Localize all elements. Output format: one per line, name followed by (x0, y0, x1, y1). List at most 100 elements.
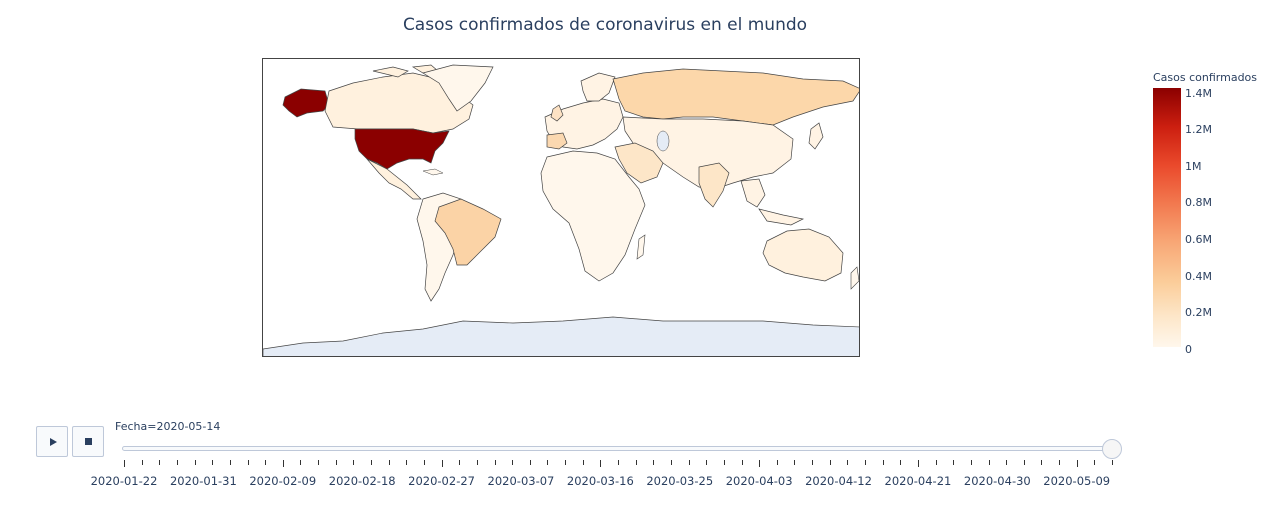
chart-title: Casos confirmados de coronavirus en el m… (402, 15, 808, 35)
slider-tick (565, 460, 567, 465)
slider-tick (635, 460, 637, 465)
slider-tick (935, 460, 937, 465)
region-australia[interactable] (762, 228, 844, 282)
slider-tick (494, 460, 496, 465)
slider-tick (176, 460, 178, 465)
play-icon (49, 437, 57, 446)
slider-tick (318, 460, 320, 465)
slider-tick (547, 460, 549, 465)
slider-current-value: Fecha=2020-05-14 (115, 420, 221, 433)
slider-tick-label[interactable]: 2020-04-30 (963, 474, 1031, 488)
region-antarctica[interactable] (263, 316, 860, 357)
slider-tick (353, 460, 355, 465)
slider-tick (829, 460, 831, 465)
slider-track[interactable] (122, 446, 1112, 451)
region-caribbean[interactable] (422, 168, 444, 176)
slider-tick (670, 460, 672, 465)
colorbar-tick: 0.4M (1185, 270, 1212, 283)
slider-tick-label[interactable]: 2020-01-31 (169, 474, 237, 488)
slider-tick-label[interactable]: 2020-05-09 (1043, 474, 1111, 488)
region-greenland[interactable] (422, 64, 494, 112)
slider-tick (212, 460, 214, 465)
region-united-kingdom[interactable] (550, 104, 564, 122)
slider-tick (688, 460, 690, 465)
slider-tick (441, 460, 443, 467)
slider-tick (865, 460, 866, 465)
slider-tick (459, 460, 461, 465)
slider-tick-label[interactable]: 2020-03-25 (646, 474, 714, 488)
slider-tick (970, 460, 972, 465)
play-button[interactable] (36, 426, 68, 457)
slider-tick (512, 460, 514, 465)
slider-tick (124, 460, 125, 467)
region-southeast-asia[interactable] (740, 178, 805, 226)
region-madagascar[interactable] (636, 234, 646, 260)
caspian-sea (656, 130, 670, 152)
colorbar-tick: 1.4M (1185, 87, 1212, 100)
slider-tick (476, 460, 478, 465)
slider-tick-label[interactable]: 2020-04-03 (725, 474, 793, 488)
slider-tick (847, 460, 849, 465)
slider-tick (388, 460, 390, 465)
region-india[interactable] (698, 162, 730, 208)
colorbar-tick: 1.2M (1185, 123, 1212, 136)
colorbar-tick: 0.6M (1185, 233, 1212, 246)
colorbar (1153, 88, 1181, 347)
slider-tick (423, 460, 425, 465)
region-alaska[interactable] (282, 88, 330, 118)
region-new-zealand[interactable] (850, 266, 859, 290)
slider-tick (706, 460, 708, 465)
slider-tick (759, 460, 761, 467)
slider-tick (247, 460, 249, 465)
slider-tick (141, 460, 143, 465)
slider-tick (371, 460, 372, 465)
slider-tick-label[interactable]: 2020-03-07 (487, 474, 555, 488)
slider-tick (900, 460, 902, 465)
slider-tick (300, 460, 302, 465)
slider-tick-label[interactable]: 2020-01-22 (90, 474, 158, 488)
region-africa[interactable] (540, 150, 646, 282)
slider-tick (953, 460, 955, 465)
slider-tick (794, 460, 796, 465)
slider-tick (1094, 460, 1096, 465)
colorbar-tick: 0.2M (1185, 306, 1212, 319)
slider-tick (159, 460, 161, 465)
slider-tick (882, 460, 884, 465)
slider-handle[interactable] (1102, 439, 1122, 459)
region-brazil[interactable] (434, 198, 502, 266)
region-middle-east[interactable] (614, 142, 664, 184)
slider-tick-label[interactable]: 2020-03-16 (566, 474, 634, 488)
world-map-svg (263, 59, 860, 357)
slider-tick (653, 460, 655, 465)
slider-tick (582, 460, 584, 465)
slider-tick-label[interactable]: 2020-04-21 (884, 474, 952, 488)
slider-tick (406, 460, 408, 465)
colorbar-tick: 1M (1185, 160, 1202, 173)
slider-tick (600, 460, 602, 467)
colorbar-tick: 0.8M (1185, 196, 1212, 209)
slider-tick (776, 460, 778, 465)
region-spain[interactable] (546, 132, 568, 150)
region-united-states[interactable] (354, 128, 450, 170)
slider-tick (1059, 460, 1061, 465)
slider-tick (723, 460, 725, 465)
slider-tick-label[interactable]: 2020-04-12 (805, 474, 872, 488)
slider-tick (335, 460, 337, 465)
slider-tick (741, 460, 743, 465)
slider-tick-label[interactable]: 2020-02-27 (408, 474, 475, 488)
region-japan[interactable] (808, 122, 824, 150)
slider-tick (988, 460, 990, 465)
slider-tick-label[interactable]: 2020-02-18 (328, 474, 396, 488)
slider-tick (812, 460, 814, 465)
slider-tick (1112, 460, 1113, 465)
world-map[interactable] (262, 58, 860, 357)
slider-tick (265, 460, 267, 465)
colorbar-tick: 0 (1185, 343, 1192, 356)
region-scandinavia[interactable] (580, 72, 616, 102)
region-mexico[interactable] (366, 158, 422, 200)
region-russia[interactable] (612, 68, 860, 126)
slider-tick-label[interactable]: 2020-02-09 (249, 474, 317, 488)
stop-button[interactable] (72, 426, 104, 457)
slider-tick (1076, 460, 1078, 467)
slider-tick (194, 460, 196, 465)
